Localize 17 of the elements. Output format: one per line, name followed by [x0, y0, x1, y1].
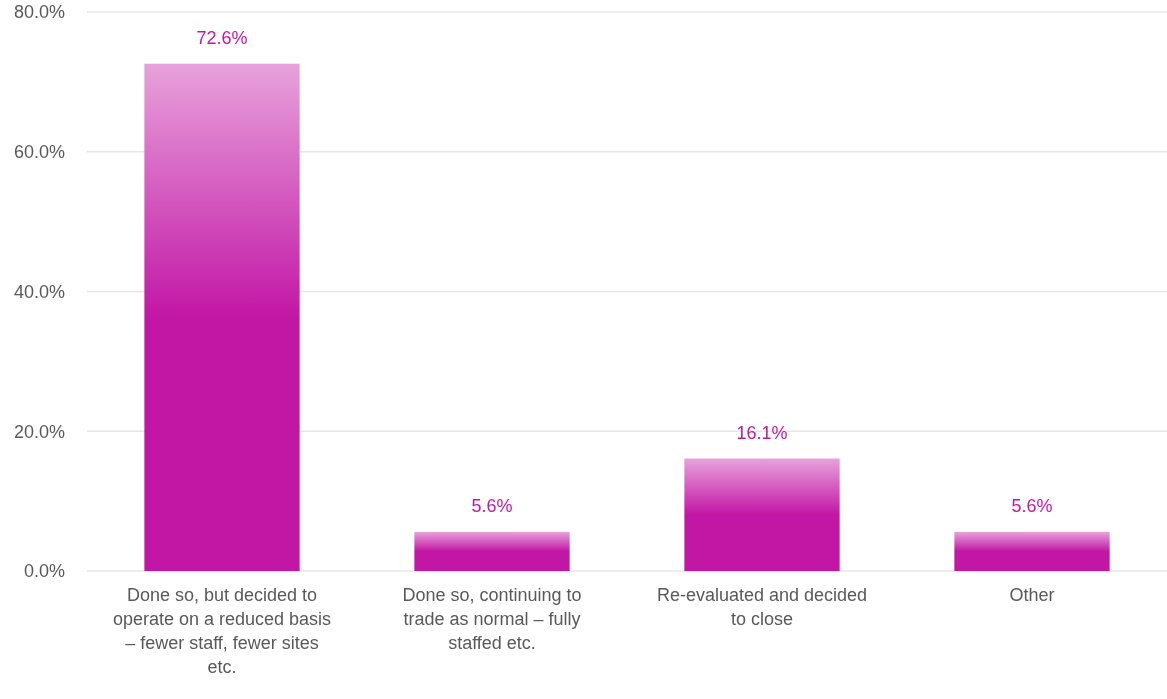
data-label: 5.6% [471, 495, 513, 516]
y-tick-label: 40.0% [13, 281, 65, 302]
data-label: 16.1% [736, 422, 788, 443]
y-tick-label: 60.0% [13, 142, 65, 163]
bar [144, 63, 300, 571]
bar [414, 531, 570, 571]
y-tick-label: 0.0% [23, 561, 65, 582]
x-tick-label: Done so, but decided to operate on a reduced basis – fewer staff, fewer sites etc. [112, 585, 332, 677]
bar [684, 458, 840, 571]
bar [954, 531, 1110, 571]
x-tick-label: Done so, continuing to trade as normal – fully staffed etc. [402, 585, 582, 653]
x-tick-label: Re-evaluated and decided to close [656, 585, 868, 629]
y-tick-label: 80.0% [13, 2, 65, 23]
data-label: 5.6% [1011, 495, 1053, 516]
x-tick-label: Other [1009, 585, 1055, 605]
y-tick-label: 20.0% [13, 421, 65, 442]
data-label: 72.6% [196, 27, 248, 48]
